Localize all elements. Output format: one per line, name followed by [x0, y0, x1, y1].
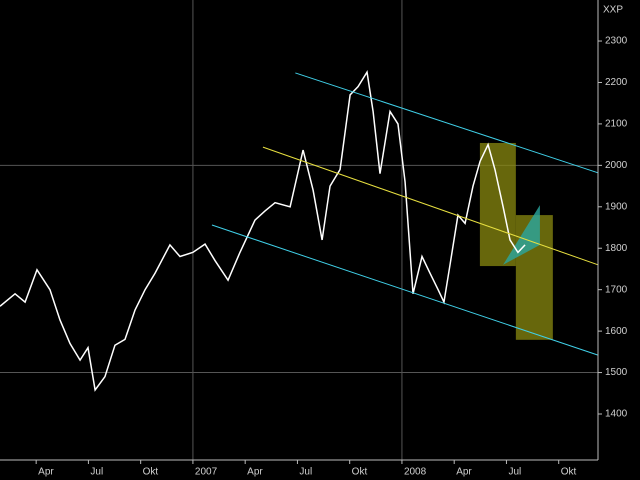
x-tick-label: 2007	[195, 467, 218, 478]
trend-line	[295, 72, 599, 174]
x-tick-label: Apr	[456, 467, 472, 478]
highlight-shape	[503, 205, 540, 265]
x-tick-label: Okt	[352, 467, 368, 478]
y-tick-label: 2300	[605, 36, 628, 47]
y-tick-label: 2200	[605, 77, 628, 88]
y-tick-label: 1900	[605, 201, 628, 212]
y-tick-label: 1400	[605, 409, 628, 420]
y-tick-label: 1700	[605, 284, 628, 295]
x-tick-label: Jul	[90, 467, 103, 478]
trend-line	[211, 224, 599, 356]
y-tick-label: 2000	[605, 160, 628, 171]
y-tick-label: 1500	[605, 367, 628, 378]
x-tick-label: 2008	[404, 467, 427, 478]
trend-line	[262, 146, 599, 266]
x-tick-label: Okt	[561, 467, 577, 478]
x-tick-label: Jul	[508, 467, 521, 478]
chart-title: XXP	[603, 5, 623, 16]
y-tick-label: 2100	[605, 119, 628, 130]
highlight-box	[479, 142, 516, 267]
x-tick-label: Apr	[247, 467, 263, 478]
x-tick-label: Apr	[38, 467, 54, 478]
x-tick-label: Jul	[299, 467, 312, 478]
price-line	[0, 69, 526, 392]
x-tick-label: Okt	[143, 467, 159, 478]
y-tick-label: 1800	[605, 243, 628, 254]
y-tick-label: 1600	[605, 326, 628, 337]
